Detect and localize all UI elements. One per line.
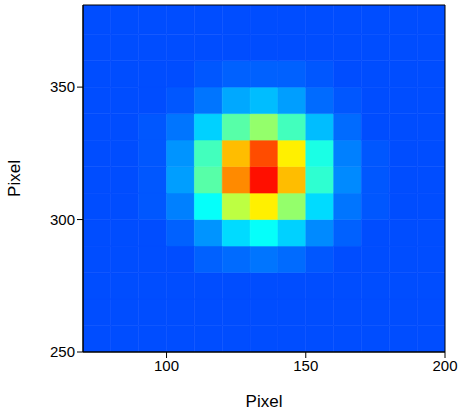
svg-text:Pixel: Pixel: [246, 392, 283, 411]
svg-text:300: 300: [50, 211, 75, 228]
svg-text:150: 150: [293, 357, 318, 374]
svg-text:350: 350: [50, 78, 75, 95]
svg-text:200: 200: [432, 357, 457, 374]
svg-text:250: 250: [50, 343, 75, 360]
svg-text:Pixel: Pixel: [5, 160, 24, 197]
svg-text:100: 100: [154, 357, 179, 374]
